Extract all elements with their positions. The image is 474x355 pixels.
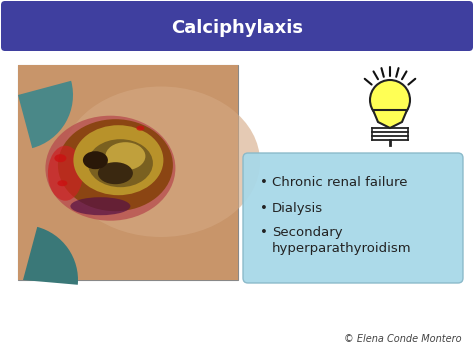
FancyBboxPatch shape bbox=[18, 65, 238, 280]
Text: © Elena Conde Montero: © Elena Conde Montero bbox=[345, 334, 462, 344]
Ellipse shape bbox=[73, 125, 164, 195]
Text: Chronic renal failure: Chronic renal failure bbox=[272, 176, 408, 189]
FancyBboxPatch shape bbox=[243, 153, 463, 283]
Ellipse shape bbox=[88, 139, 153, 187]
Text: •: • bbox=[260, 226, 268, 239]
Text: Dialysis: Dialysis bbox=[272, 202, 323, 215]
Ellipse shape bbox=[105, 142, 146, 170]
Ellipse shape bbox=[137, 126, 145, 131]
Text: Secondary
hyperparathyroidism: Secondary hyperparathyroidism bbox=[272, 226, 411, 255]
Text: Calciphylaxis: Calciphylaxis bbox=[171, 19, 303, 37]
FancyBboxPatch shape bbox=[1, 1, 473, 51]
Text: •: • bbox=[260, 176, 268, 189]
Polygon shape bbox=[373, 110, 407, 128]
Ellipse shape bbox=[62, 87, 260, 237]
Ellipse shape bbox=[71, 197, 130, 215]
Text: •: • bbox=[260, 202, 268, 215]
Ellipse shape bbox=[98, 162, 133, 184]
Ellipse shape bbox=[57, 180, 67, 186]
Ellipse shape bbox=[83, 151, 108, 169]
Ellipse shape bbox=[58, 119, 173, 211]
Circle shape bbox=[370, 80, 410, 120]
Wedge shape bbox=[18, 81, 73, 148]
Ellipse shape bbox=[48, 146, 83, 201]
Wedge shape bbox=[23, 227, 78, 285]
FancyBboxPatch shape bbox=[18, 65, 238, 280]
Ellipse shape bbox=[55, 154, 66, 162]
Ellipse shape bbox=[46, 116, 175, 221]
